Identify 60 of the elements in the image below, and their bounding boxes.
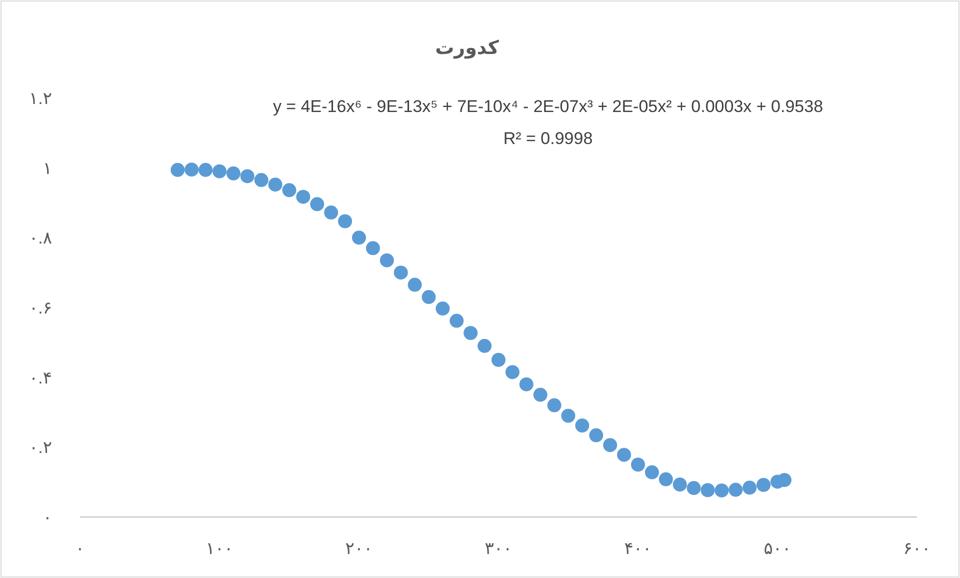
- y-tick-label: ۱: [42, 158, 52, 178]
- point: [380, 253, 394, 268]
- point: [450, 314, 464, 328]
- point: [366, 241, 380, 256]
- annotation: R² = 0.9998: [503, 129, 593, 148]
- point: [422, 290, 436, 304]
- y-tick-label: ۰.۸: [29, 228, 52, 248]
- point: [310, 197, 324, 212]
- point: [756, 478, 771, 492]
- point: [436, 302, 450, 316]
- x-tick-label: ۰: [75, 539, 85, 558]
- point: [547, 398, 562, 412]
- point: [352, 230, 366, 245]
- point: [575, 418, 590, 433]
- point: [714, 483, 729, 498]
- point: [631, 458, 645, 472]
- y-tick-label: ۱.۲: [29, 89, 52, 108]
- point: [254, 173, 268, 188]
- x-tick-label: ۱۰۰: [206, 539, 234, 558]
- y-tick-label: ۰.۴: [29, 368, 52, 388]
- point: [184, 162, 199, 177]
- point: [226, 166, 240, 180]
- point: [198, 162, 213, 177]
- annotation: y = 4E-16x⁶ - 9E-13x⁵ + 7E-10x⁴ - 2E-07x³ + 2E-05x² + 0.0003x + 0.9538: [272, 97, 824, 116]
- point: [464, 326, 478, 340]
- point: [170, 162, 185, 177]
- point: [686, 481, 701, 496]
- point: [408, 278, 422, 292]
- point: [282, 183, 296, 198]
- point: [644, 465, 659, 480]
- x-tick-label: ۲۰۰: [345, 539, 373, 558]
- point: [742, 480, 757, 495]
- point: [603, 438, 618, 452]
- point: [492, 352, 506, 367]
- point: [728, 482, 743, 497]
- x-tick-label: ۶۰۰: [903, 539, 931, 558]
- chart-title: کدورت: [435, 38, 500, 59]
- point: [561, 408, 576, 423]
- y-tick-label: ۰.۶: [29, 298, 52, 318]
- point: [658, 472, 673, 486]
- point: [478, 338, 492, 353]
- point: [700, 483, 715, 498]
- point: [324, 206, 338, 220]
- point: [617, 448, 632, 462]
- y-tick-label: ۰.۲: [29, 438, 52, 458]
- point: [519, 377, 534, 392]
- x-tick-label: ۵۰۰: [764, 539, 792, 558]
- point: [296, 190, 310, 204]
- point: [505, 365, 520, 380]
- x-tick-label: ۳۰۰: [484, 539, 512, 558]
- y-tick-label: ۰: [42, 508, 52, 527]
- point: [268, 178, 282, 192]
- point: [589, 428, 604, 442]
- point: [533, 388, 548, 402]
- point: [240, 169, 254, 184]
- point: [338, 214, 352, 228]
- point: [394, 266, 408, 280]
- point: [672, 478, 687, 492]
- x-tick-label: ۴۰۰: [624, 539, 652, 558]
- point: [212, 164, 226, 178]
